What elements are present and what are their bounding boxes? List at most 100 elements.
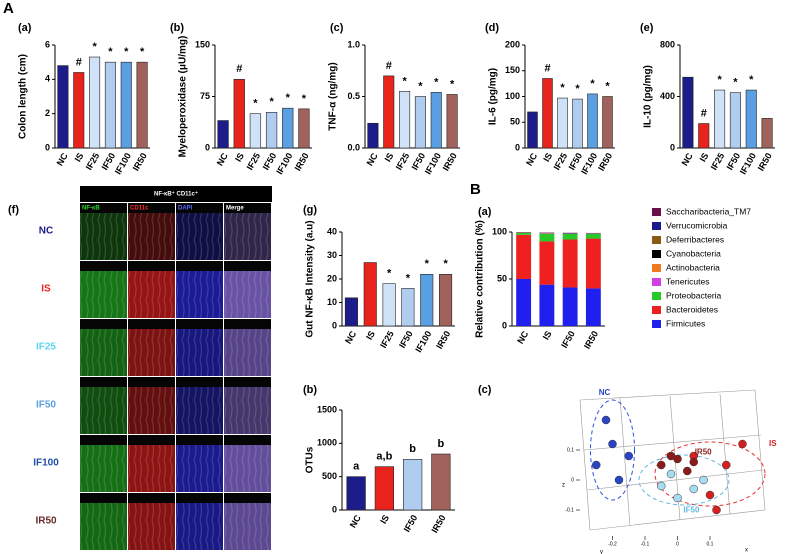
x-tick-label: IR50 bbox=[131, 151, 149, 172]
panel-label: (c) bbox=[330, 22, 344, 34]
cluster-ellipse bbox=[638, 454, 730, 506]
y-tick-label: 800 bbox=[660, 39, 675, 49]
y-tick-label: 30 bbox=[327, 250, 337, 260]
image-texture bbox=[80, 387, 127, 434]
y-tick-label: 20 bbox=[327, 273, 337, 283]
x-tick-label: IS bbox=[364, 329, 377, 341]
box-edge bbox=[754, 389, 766, 511]
significance-label: # bbox=[386, 60, 392, 72]
y-tick-label: 100 bbox=[505, 91, 520, 101]
image-texture bbox=[128, 329, 175, 376]
panel-label: (e) bbox=[640, 22, 654, 34]
y-tick-label: 75 bbox=[200, 91, 210, 101]
image-texture bbox=[80, 329, 127, 376]
significance-label: a,b bbox=[376, 451, 392, 463]
y-tick-label: 0.5 bbox=[347, 91, 360, 101]
x-tick-label: IF25 bbox=[245, 151, 263, 172]
x-tick-label: NC bbox=[55, 151, 70, 168]
x-tick-label: IR50 bbox=[582, 329, 600, 350]
y-axis-label: Colon length (cm) bbox=[18, 54, 29, 139]
bar bbox=[346, 476, 366, 511]
x-tick-label: IR50 bbox=[429, 513, 447, 534]
panel-label: (b) bbox=[170, 22, 184, 34]
y-tick-label: 50 bbox=[510, 117, 520, 127]
bar bbox=[120, 61, 132, 149]
bar bbox=[344, 297, 358, 327]
image-texture bbox=[128, 445, 175, 492]
bar-segment bbox=[585, 288, 601, 326]
x-tick-label: -0.2 bbox=[608, 541, 617, 547]
bar-segment bbox=[516, 232, 532, 235]
bar bbox=[714, 89, 726, 149]
significance-label: # bbox=[544, 62, 550, 74]
y-tick-label: 0.1 bbox=[567, 447, 574, 453]
box-edge bbox=[719, 393, 731, 515]
x-tick-label: NC bbox=[343, 329, 358, 346]
significance-label: * bbox=[253, 98, 258, 110]
row-label: IR50 bbox=[35, 516, 57, 527]
cluster-ellipse bbox=[590, 399, 635, 501]
bar bbox=[265, 111, 278, 149]
x-tick-label: 0 bbox=[676, 541, 679, 547]
y-tick-label: 0 bbox=[332, 320, 337, 330]
significance-label: * bbox=[605, 80, 610, 92]
row-label: IF25 bbox=[36, 342, 56, 353]
x-tick-label: IF50 bbox=[559, 329, 577, 350]
significance-label: * bbox=[269, 96, 274, 108]
x-tick-label: NC bbox=[348, 513, 363, 530]
bar-segment bbox=[539, 284, 555, 326]
image-texture bbox=[224, 503, 271, 550]
x-tick-label: IF25 bbox=[709, 151, 727, 172]
bar bbox=[367, 122, 379, 149]
bar-segment bbox=[516, 279, 532, 326]
bar bbox=[403, 459, 423, 511]
x-tick-label: IR50 bbox=[441, 151, 459, 172]
significance-label: * bbox=[92, 41, 97, 53]
image-texture bbox=[128, 387, 175, 434]
x-tick-label: IF25 bbox=[394, 151, 412, 172]
bar-segment bbox=[539, 241, 555, 285]
x-tick-label: IR50 bbox=[756, 151, 774, 172]
bar bbox=[89, 56, 101, 149]
bar bbox=[73, 72, 85, 149]
bar bbox=[382, 283, 396, 327]
row-label: NC bbox=[39, 226, 53, 237]
bar-segment bbox=[516, 234, 532, 279]
point bbox=[592, 460, 601, 470]
y-tick-label: 2 bbox=[45, 108, 50, 118]
legend-label: Proteobacteria bbox=[666, 290, 722, 300]
group-label: IR50 bbox=[695, 448, 712, 457]
point bbox=[738, 439, 747, 449]
significance-label: # bbox=[236, 63, 242, 75]
x-tick-label: NC bbox=[680, 151, 695, 168]
x-tick-label: IF50 bbox=[397, 329, 415, 350]
bar bbox=[401, 288, 415, 327]
bar bbox=[233, 79, 245, 149]
x-tick-label: IS bbox=[233, 151, 246, 163]
point bbox=[601, 415, 611, 425]
bar bbox=[542, 78, 553, 149]
legend-swatch bbox=[652, 264, 661, 272]
column-label: Merge bbox=[226, 206, 244, 212]
legend-label: Deferribacteres bbox=[666, 234, 724, 244]
y-tick-label: 1.0 bbox=[347, 39, 360, 49]
image-texture bbox=[176, 213, 223, 260]
bar bbox=[572, 98, 583, 149]
legend-label: Tenericutes bbox=[666, 276, 709, 286]
point bbox=[624, 451, 633, 461]
y-tick-label: 400 bbox=[660, 91, 675, 101]
panel-label: (b) bbox=[303, 384, 317, 396]
bar-segment bbox=[562, 239, 578, 288]
y-axis-label: IL-10 (pg/mg) bbox=[643, 65, 654, 128]
legend-swatch bbox=[652, 320, 661, 328]
image-grid bbox=[80, 203, 271, 550]
y-axis-label: Gut NF-κB Intensity (a.u) bbox=[305, 220, 316, 337]
bar bbox=[527, 111, 538, 149]
legend-label: Verrucomicrobia bbox=[666, 220, 728, 230]
y-axis-label: OTUs bbox=[305, 446, 316, 473]
bar bbox=[557, 97, 568, 149]
group-label: NC bbox=[599, 388, 611, 397]
bar bbox=[57, 65, 69, 149]
y-axis-label: IL-6 (pg/mg) bbox=[488, 68, 499, 125]
bar bbox=[217, 120, 229, 149]
